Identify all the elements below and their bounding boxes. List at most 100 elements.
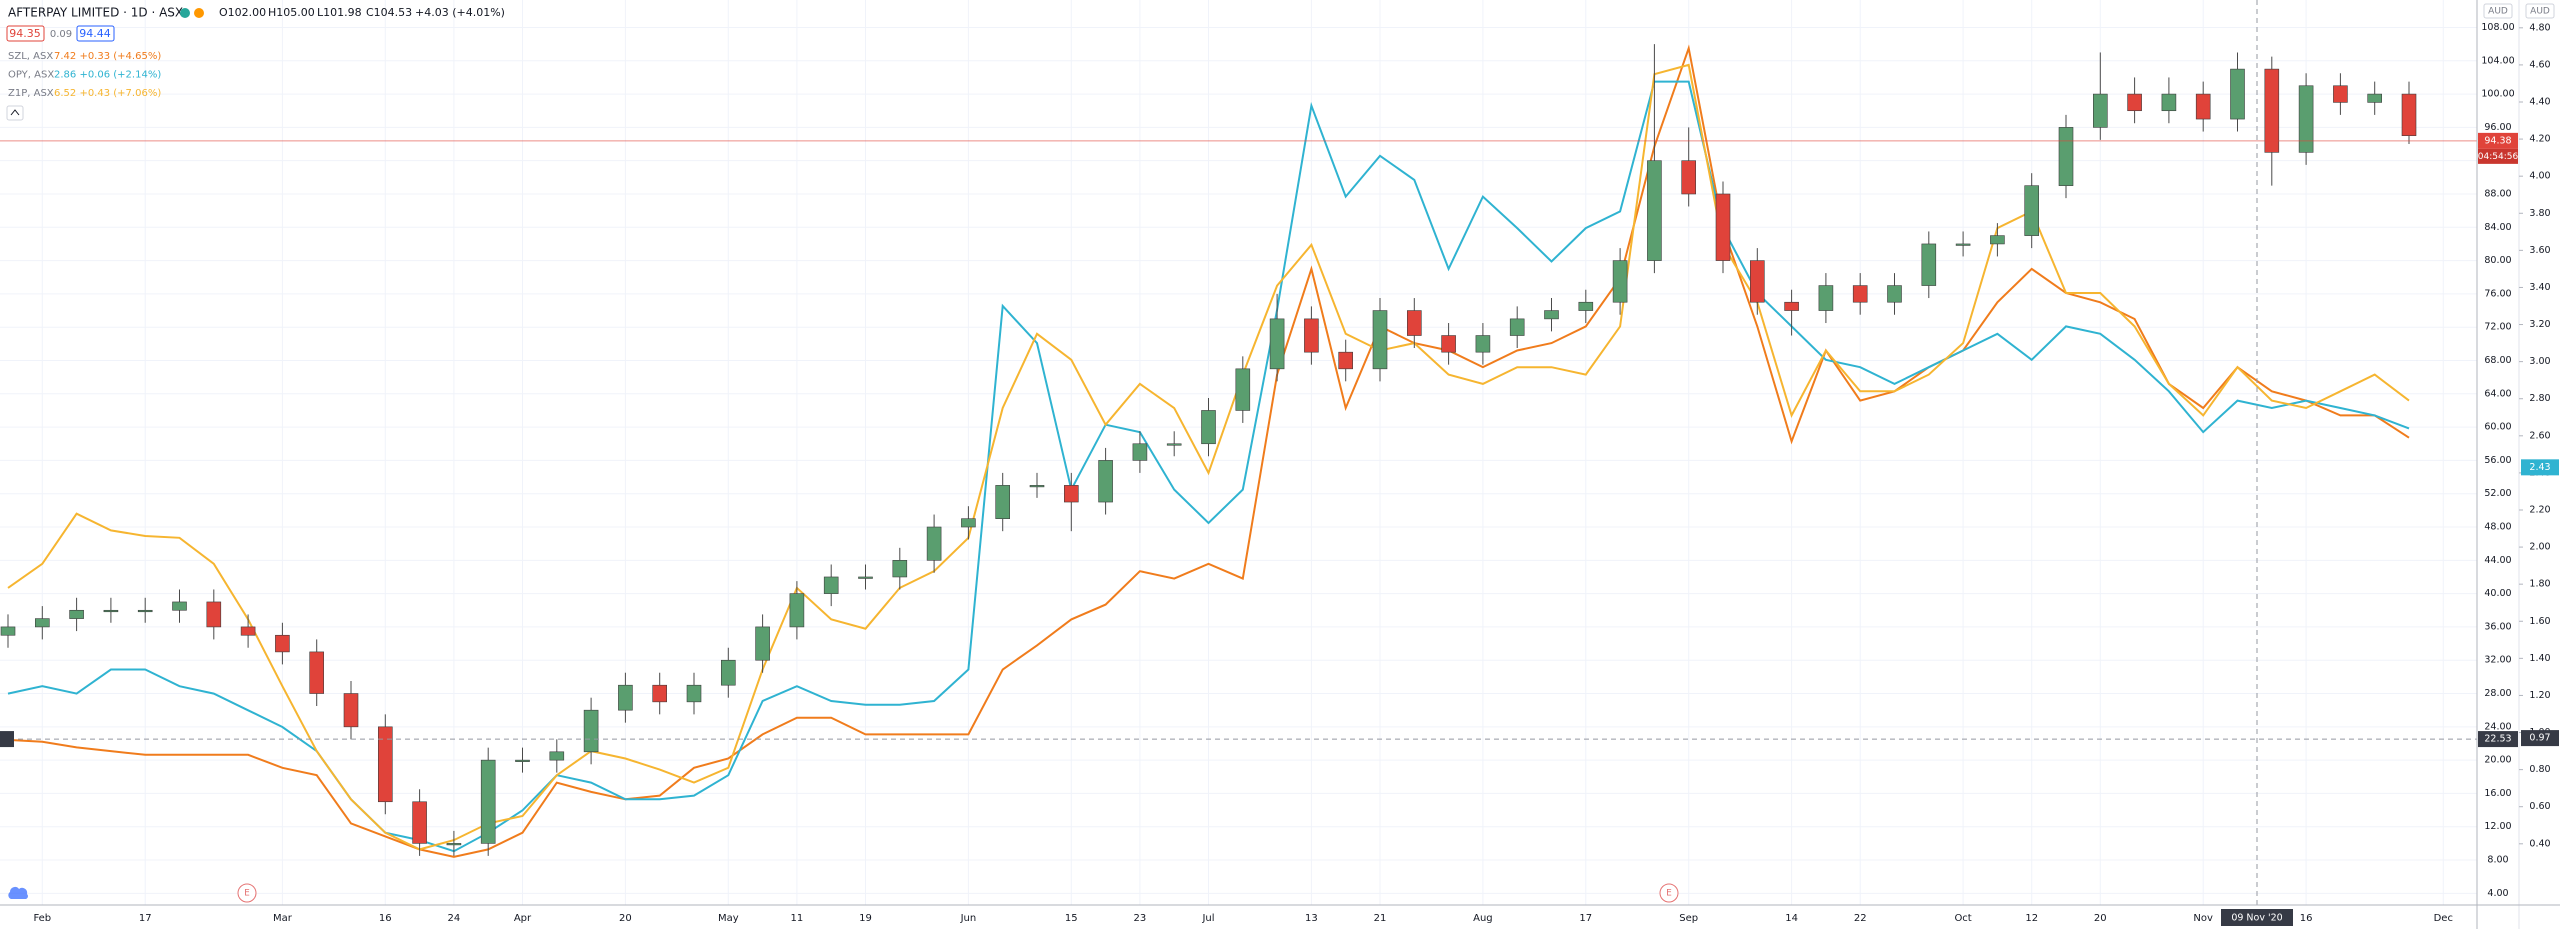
crosshair-y-label: 22.53 bbox=[2484, 734, 2511, 745]
series-tag-label: 2.43 bbox=[2529, 462, 2550, 473]
y-tick-label: 104.00 bbox=[2481, 55, 2514, 66]
candle-body bbox=[1784, 301, 1799, 311]
candle-body bbox=[2024, 185, 2039, 236]
crosshair-tag bbox=[0, 731, 14, 748]
plot bbox=[0, 0, 2477, 905]
candle-body bbox=[377, 726, 393, 803]
candle-body bbox=[515, 759, 530, 762]
y2-tick-label: 1.20 bbox=[2529, 690, 2550, 701]
candle-body bbox=[0, 626, 16, 636]
candle-body bbox=[1852, 285, 1868, 303]
y-tick-label: 76.00 bbox=[2484, 288, 2511, 299]
y-tick-label: 44.00 bbox=[2484, 555, 2511, 566]
legend-name: OPY, ASX bbox=[8, 70, 54, 81]
x-tick-label: Feb bbox=[33, 913, 51, 924]
candle-body bbox=[789, 593, 805, 628]
x-tick-label: 17 bbox=[139, 913, 152, 924]
crosshair-y2-label: 0.97 bbox=[2529, 733, 2550, 744]
series-line bbox=[7, 80, 2410, 853]
ohlc-close: C104.53 bbox=[366, 6, 412, 19]
candle-body bbox=[2195, 93, 2211, 120]
candle-body bbox=[549, 751, 565, 761]
candle-body bbox=[652, 684, 668, 703]
candle-body bbox=[1955, 243, 1971, 246]
candle-body bbox=[1064, 485, 1079, 503]
y-tick-label: 88.00 bbox=[2484, 188, 2511, 199]
candle-body bbox=[583, 709, 599, 753]
candle-body bbox=[686, 684, 702, 703]
y2-tick-label: 0.60 bbox=[2529, 801, 2550, 812]
axis-unit: AUD bbox=[2530, 7, 2550, 17]
y2-tick-label: 2.20 bbox=[2529, 504, 2550, 515]
x-tick-label: 20 bbox=[2094, 913, 2107, 924]
legend-name: SZL, ASX bbox=[8, 51, 53, 62]
y-tick-label: 84.00 bbox=[2484, 222, 2511, 233]
bid-box[interactable] bbox=[6, 25, 45, 42]
candle-body bbox=[2298, 85, 2314, 153]
series-tag bbox=[2521, 459, 2559, 476]
earnings-marker[interactable] bbox=[1659, 883, 1679, 903]
y-tick-label: 32.00 bbox=[2484, 655, 2511, 666]
y-tick-label: 72.00 bbox=[2484, 322, 2511, 333]
x-tick-label: May bbox=[718, 913, 739, 924]
candle-body bbox=[858, 576, 873, 579]
unit-box[interactable] bbox=[2483, 3, 2513, 19]
x-tick-label: 12 bbox=[2025, 913, 2038, 924]
y-tick-label: 36.00 bbox=[2484, 621, 2511, 632]
x-tick-label: 24 bbox=[448, 913, 461, 924]
candle-body bbox=[34, 618, 50, 628]
candle-body bbox=[1407, 310, 1422, 336]
x-tick-label: Aug bbox=[1473, 913, 1493, 924]
x-tick-label: Sep bbox=[1679, 913, 1698, 924]
y2-tick-label: 4.80 bbox=[2529, 22, 2550, 33]
candle-body bbox=[1098, 460, 1113, 503]
y-tick-label: 28.00 bbox=[2484, 688, 2511, 699]
symbol-title: AFTERPAY LIMITED · 1D · ASX bbox=[8, 6, 183, 20]
header: AFTERPAY LIMITED · 1D · ASX O102.00 H105… bbox=[6, 6, 505, 899]
candle-body bbox=[2058, 127, 2074, 186]
candle-body bbox=[2127, 93, 2142, 112]
ohlc-change: +4.03 (+4.01%) bbox=[415, 6, 505, 19]
x-tick-label: 14 bbox=[1785, 913, 1798, 924]
crosshair-tag bbox=[2221, 909, 2293, 926]
logo bbox=[8, 887, 28, 899]
x-tick-label: 22 bbox=[1854, 913, 1867, 924]
candle-body bbox=[2161, 93, 2177, 112]
y2-tick-label: 0.80 bbox=[2529, 764, 2550, 775]
candle-body bbox=[2230, 68, 2245, 120]
earnings-marker[interactable] bbox=[237, 883, 257, 903]
earnings-label: E bbox=[1666, 889, 1672, 899]
candle-body bbox=[2401, 93, 2417, 137]
candle-body bbox=[2333, 85, 2348, 103]
spread: 0.09 bbox=[50, 29, 72, 40]
candle-body bbox=[2093, 93, 2108, 128]
candle-body bbox=[1715, 193, 1731, 261]
candle-body bbox=[1612, 260, 1628, 303]
unit-box[interactable] bbox=[2525, 3, 2555, 19]
ask-box[interactable] bbox=[76, 25, 115, 42]
candle-body bbox=[1818, 285, 1834, 311]
collapse-button[interactable] bbox=[6, 105, 24, 121]
candle-body bbox=[1304, 318, 1319, 353]
y-tick-label: 68.00 bbox=[2484, 355, 2511, 366]
candle-body bbox=[343, 693, 359, 728]
candle-body bbox=[1338, 351, 1353, 370]
y2-tick-label: 3.00 bbox=[2529, 356, 2550, 367]
y2-tick-label: 2.00 bbox=[2529, 542, 2550, 553]
candle-body bbox=[2367, 93, 2382, 103]
x-tick-label: 16 bbox=[2300, 913, 2313, 924]
candle-body bbox=[755, 626, 770, 661]
y2-tick-label: 2.80 bbox=[2529, 393, 2550, 404]
y2-tick-label: 4.00 bbox=[2529, 171, 2550, 182]
ohlc-high: H105.00 bbox=[268, 6, 315, 19]
bid-price: 94.35 bbox=[9, 27, 41, 40]
y2-tick-label: 4.20 bbox=[2529, 134, 2550, 145]
crosshair-x-label: 09 Nov '20 bbox=[2231, 913, 2282, 924]
x-tick-label: 21 bbox=[1374, 913, 1387, 924]
legend-value: 2.86 +0.06 (+2.14%) bbox=[54, 70, 161, 81]
candle-body bbox=[480, 759, 496, 844]
collapse-icon bbox=[10, 109, 20, 116]
y2-tick-label: 3.20 bbox=[2529, 319, 2550, 330]
